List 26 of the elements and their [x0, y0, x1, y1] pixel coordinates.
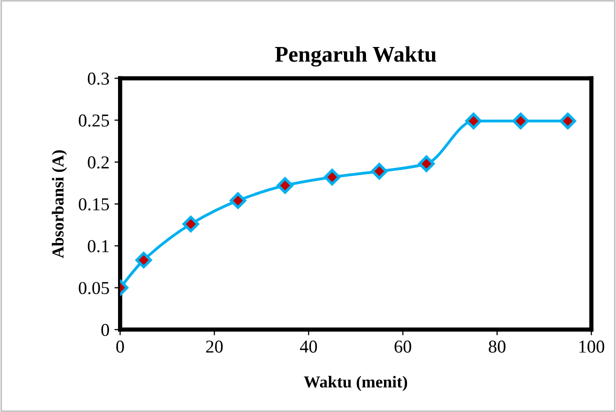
- point: [560, 112, 576, 130]
- point: [276, 177, 294, 194]
- y-tick-label: 0: [101, 324, 110, 336]
- point: [371, 163, 388, 180]
- y-tick-label: 0.2: [88, 156, 109, 169]
- point: [230, 192, 246, 209]
- x-axis-title: Waktu (menit): [304, 376, 408, 391]
- y-tick-label: 0.3: [88, 72, 109, 85]
- point: [182, 216, 200, 232]
- y-tick-label: 0.25: [78, 114, 109, 127]
- point: [324, 168, 340, 186]
- chart-title: Pengaruh Waktu: [275, 46, 436, 67]
- x-tick-label: 80: [488, 340, 506, 353]
- x-tick-label: 0: [116, 340, 124, 353]
- point: [465, 112, 482, 130]
- x-tick-label: 100: [579, 340, 604, 353]
- y-tick-label: 0.05: [78, 282, 109, 294]
- point: [512, 112, 529, 130]
- x-tick-label: 60: [394, 340, 412, 353]
- y-tick-label: 0.1: [88, 240, 109, 252]
- x-tick-label: 20: [206, 340, 223, 353]
- y-tick-label: 0.15: [78, 198, 109, 210]
- point: [418, 155, 435, 172]
- y-axis-title: Absorbansi (A): [52, 150, 67, 258]
- point: [135, 252, 152, 268]
- x-tick-label: 40: [300, 340, 317, 353]
